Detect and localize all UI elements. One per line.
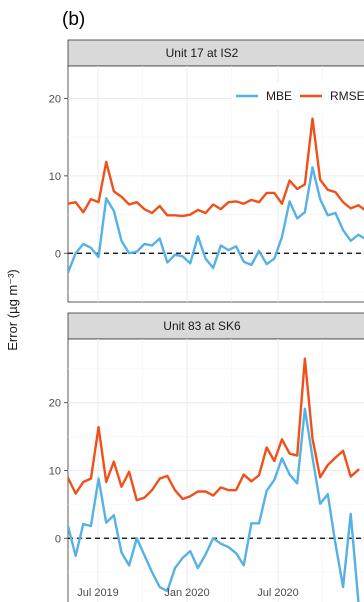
panel-tag: (b) [62,9,85,30]
y-tick-label: 10 [49,465,61,477]
legend: MBE RMSE [232,82,364,110]
y-axis-label: Error (µg m⁻³) [5,269,20,351]
y-tick-label: 0 [55,248,61,260]
y-tick-label: 0 [55,533,61,545]
legend-label-mbe: MBE [266,89,292,103]
x-tick-label: Jul 2020 [257,587,299,599]
facet-title: Unit 83 at SK6 [163,319,241,333]
facet-panel: Unit 17 at IS2 0 10 20 MBE RMSE [49,40,364,302]
facet-title: Unit 17 at IS2 [166,46,239,60]
x-tick-label: Jul 2019 [77,587,119,599]
y-tick-label: 20 [49,93,61,105]
facet-panels: Unit 17 at IS2 0 10 20 MBE RMSE Unit 83 at SK6… [49,40,364,602]
facet-panel: Unit 83 at SK6 0 10 20 Jul 2019 Jan 2020 Jul 2… [49,313,364,602]
legend-label-rmse: RMSE [330,89,364,103]
x-tick-label: Jan 2020 [164,587,209,599]
y-tick-label: 20 [49,398,61,410]
y-tick-label: 10 [49,171,61,183]
